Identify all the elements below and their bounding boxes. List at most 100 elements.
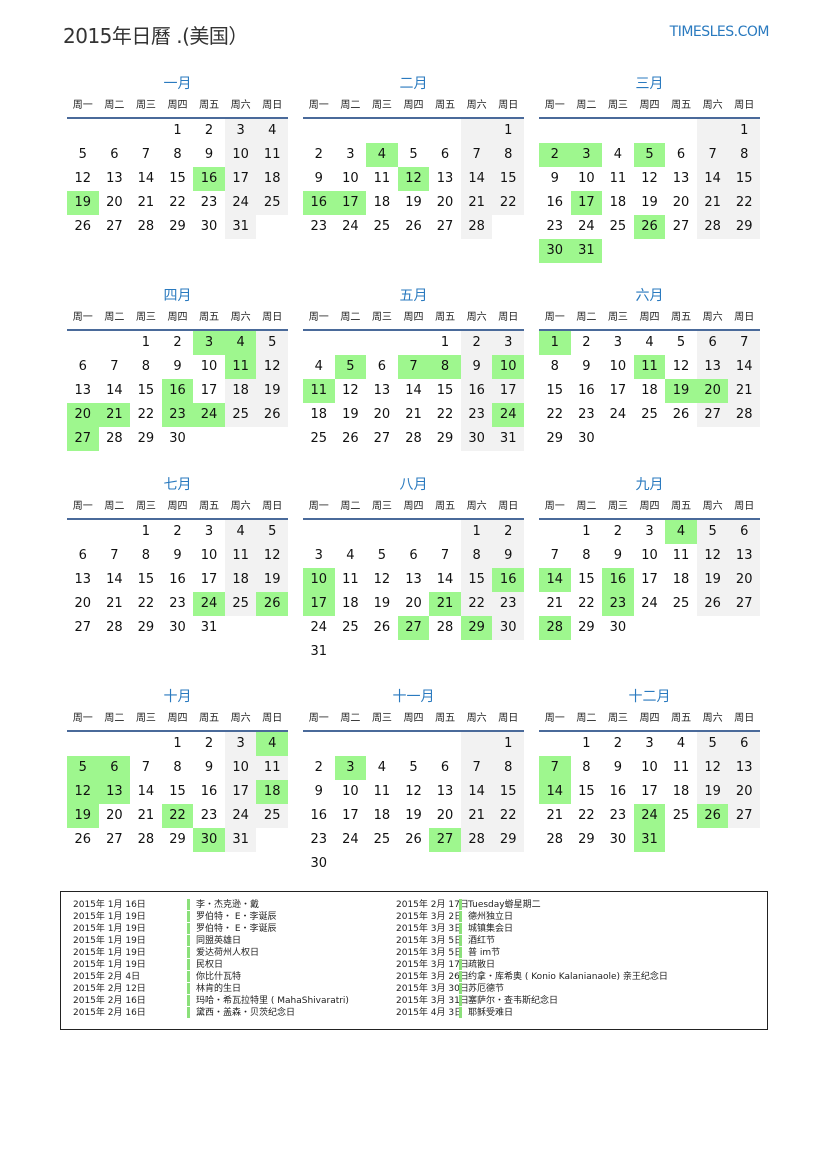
day[interactable]: 8 — [173, 760, 182, 775]
day[interactable]: 24 — [342, 219, 359, 234]
day[interactable]: 20 — [436, 195, 454, 210]
day[interactable]: 1 — [141, 524, 151, 539]
day[interactable]: 12 — [405, 784, 422, 799]
day[interactable]: 27 — [106, 219, 123, 234]
day[interactable]: 22 — [169, 195, 186, 210]
holiday-day[interactable]: 12 — [397, 167, 430, 191]
day[interactable]: 15 — [436, 383, 454, 398]
day[interactable]: 26 — [256, 403, 288, 427]
holiday-day[interactable]: 3 — [334, 756, 367, 780]
day[interactable]: 29 — [137, 431, 155, 446]
day[interactable]: 14 — [460, 780, 493, 804]
day[interactable]: 6 — [440, 760, 450, 775]
holiday-day[interactable]: 1 — [539, 331, 571, 355]
day[interactable]: 23 — [310, 219, 328, 234]
day[interactable]: 18 — [256, 167, 288, 191]
day[interactable]: 14 — [405, 383, 422, 398]
holiday-day[interactable]: 31 — [633, 828, 666, 852]
day[interactable]: 4 — [377, 760, 387, 775]
day[interactable]: 8 — [173, 147, 182, 162]
day[interactable]: 13 — [74, 572, 92, 587]
day[interactable]: 4 — [613, 147, 623, 162]
day[interactable]: 16 — [546, 195, 564, 210]
holiday-day[interactable]: 19 — [67, 191, 99, 215]
day[interactable]: 30 — [310, 856, 328, 871]
day[interactable]: 15 — [460, 568, 493, 592]
day[interactable]: 17 — [641, 784, 658, 799]
day[interactable]: 28 — [696, 215, 729, 239]
day[interactable]: 10 — [224, 756, 257, 780]
day[interactable]: 13 — [436, 171, 454, 186]
day[interactable]: 8 — [141, 359, 151, 374]
holiday-day[interactable]: 5 — [334, 355, 367, 379]
day[interactable]: 15 — [578, 784, 595, 799]
day[interactable]: 12 — [696, 544, 729, 568]
day[interactable]: 26 — [405, 219, 422, 234]
day[interactable]: 25 — [373, 832, 391, 847]
day[interactable]: 15 — [546, 383, 564, 398]
day[interactable]: 8 — [582, 760, 591, 775]
day[interactable]: 2 — [314, 760, 323, 775]
day[interactable]: 26 — [74, 832, 92, 847]
day[interactable]: 12 — [373, 572, 391, 587]
day[interactable]: 19 — [641, 195, 658, 210]
day[interactable]: 30 — [609, 620, 627, 635]
day[interactable]: 14 — [106, 572, 123, 587]
day[interactable]: 21 — [546, 808, 564, 823]
day[interactable]: 1 — [460, 520, 493, 544]
day[interactable]: 23 — [169, 596, 186, 611]
day[interactable]: 3 — [645, 524, 654, 539]
day[interactable]: 23 — [578, 407, 595, 422]
holiday-day[interactable]: 16 — [303, 191, 335, 215]
day[interactable]: 6 — [110, 147, 119, 162]
holiday-day[interactable]: 4 — [256, 732, 288, 756]
day[interactable]: 9 — [204, 147, 214, 162]
day[interactable]: 4 — [224, 520, 257, 544]
day[interactable]: 21 — [460, 191, 493, 215]
day[interactable]: 29 — [578, 832, 595, 847]
day[interactable]: 1 — [173, 123, 182, 138]
day[interactable]: 15 — [169, 784, 186, 799]
day[interactable]: 18 — [672, 784, 690, 799]
day[interactable]: 20 — [405, 596, 422, 611]
day[interactable]: 14 — [137, 171, 155, 186]
day[interactable]: 8 — [582, 548, 591, 563]
day[interactable]: 21 — [137, 808, 155, 823]
day[interactable]: 5 — [696, 520, 729, 544]
day[interactable]: 24 — [310, 620, 328, 635]
day[interactable]: 2 — [204, 736, 214, 751]
holiday-day[interactable]: 29 — [460, 616, 493, 640]
day[interactable]: 1 — [582, 524, 591, 539]
day[interactable]: 11 — [256, 143, 288, 167]
day[interactable]: 22 — [578, 808, 595, 823]
day[interactable]: 9 — [173, 359, 182, 374]
day[interactable]: 20 — [74, 596, 92, 611]
holiday-day[interactable]: 24 — [193, 403, 225, 427]
day[interactable]: 31 — [224, 215, 257, 239]
day[interactable]: 13 — [74, 383, 92, 398]
holiday-day[interactable]: 26 — [256, 592, 288, 616]
day[interactable]: 14 — [137, 784, 155, 799]
day[interactable]: 11 — [256, 756, 288, 780]
day[interactable]: 26 — [74, 219, 92, 234]
day[interactable]: 11 — [672, 760, 690, 775]
day[interactable]: 20 — [373, 407, 391, 422]
holiday-day[interactable]: 16 — [193, 167, 225, 191]
day[interactable]: 19 — [405, 808, 422, 823]
day[interactable]: 16 — [609, 784, 627, 799]
day[interactable]: 10 — [224, 143, 257, 167]
day[interactable]: 22 — [546, 407, 564, 422]
day[interactable]: 24 — [342, 832, 359, 847]
day[interactable]: 14 — [728, 355, 760, 379]
day[interactable]: 1 — [492, 119, 524, 143]
day[interactable]: 19 — [342, 407, 359, 422]
day[interactable]: 15 — [169, 171, 186, 186]
day[interactable]: 3 — [224, 732, 257, 756]
day[interactable]: 27 — [728, 804, 760, 828]
holiday-day[interactable]: 8 — [429, 355, 461, 379]
day[interactable]: 1 — [141, 335, 151, 350]
day[interactable]: 12 — [342, 383, 359, 398]
day[interactable]: 10 — [641, 548, 658, 563]
day[interactable]: 30 — [460, 427, 493, 451]
day[interactable]: 8 — [492, 756, 524, 780]
